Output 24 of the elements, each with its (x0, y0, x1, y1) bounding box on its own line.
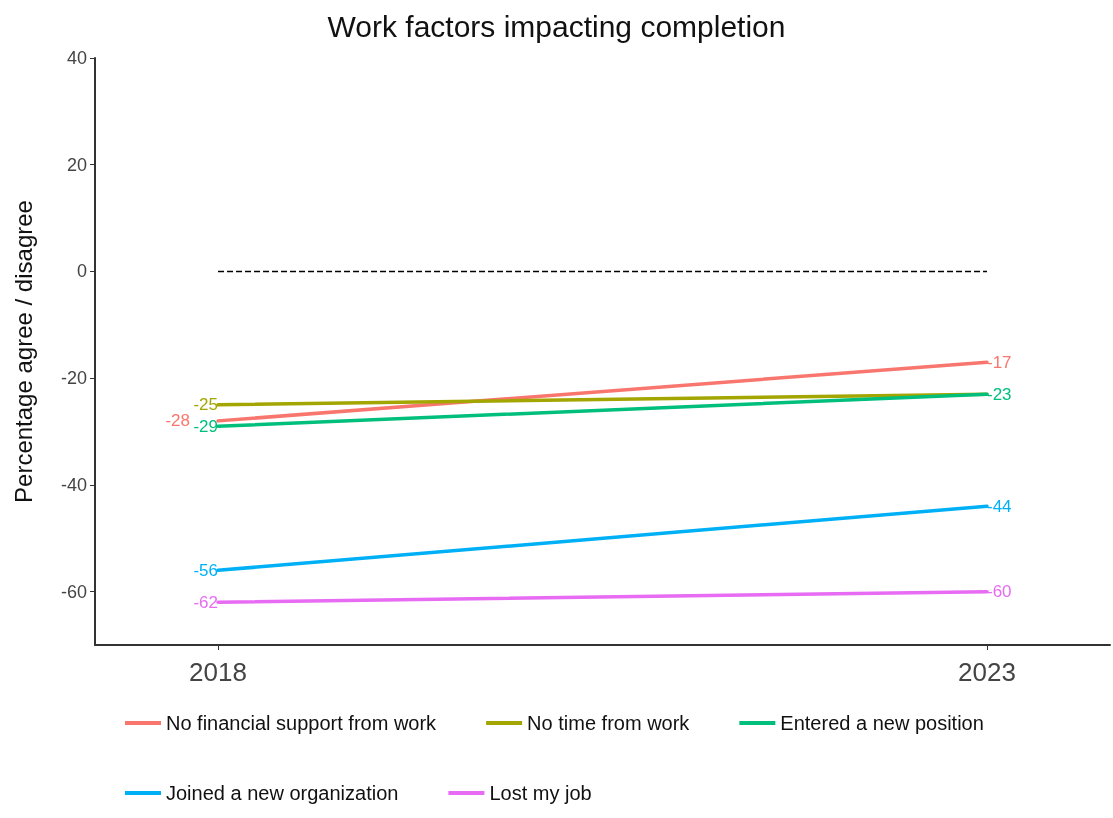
data-label: -56 (193, 560, 219, 580)
y-tick-label: 40 (66, 48, 87, 68)
x-tick-label: 2018 (189, 657, 247, 687)
data-label: -29 (193, 416, 219, 436)
data-label: -28 (165, 411, 191, 431)
chart-title: Work factors impacting completion (327, 9, 786, 43)
y-tick-label: 0 (76, 261, 87, 282)
y-tick-label: -60 (60, 581, 87, 602)
data-label: -17 (986, 352, 1012, 372)
data-label: -44 (986, 496, 1012, 516)
x-tick-label: 2023 (958, 657, 1016, 687)
legend-label: Entered a new position (780, 712, 984, 734)
legend-label: No financial support from work (166, 712, 438, 734)
y-tick-label: -20 (60, 368, 87, 389)
data-label: -62 (193, 592, 219, 612)
legend-label: No time from work (527, 712, 691, 734)
y-tick-label: 20 (66, 154, 87, 175)
legend-label: Lost my job (489, 782, 592, 804)
data-label: -23 (986, 384, 1012, 404)
data-label: -25 (193, 395, 219, 415)
legend-label: Joined a new organization (166, 782, 399, 804)
y-tick-label: -40 (60, 474, 87, 495)
y-axis-title: Percentage agree / disagree (9, 200, 37, 503)
data-label: -60 (986, 582, 1012, 602)
